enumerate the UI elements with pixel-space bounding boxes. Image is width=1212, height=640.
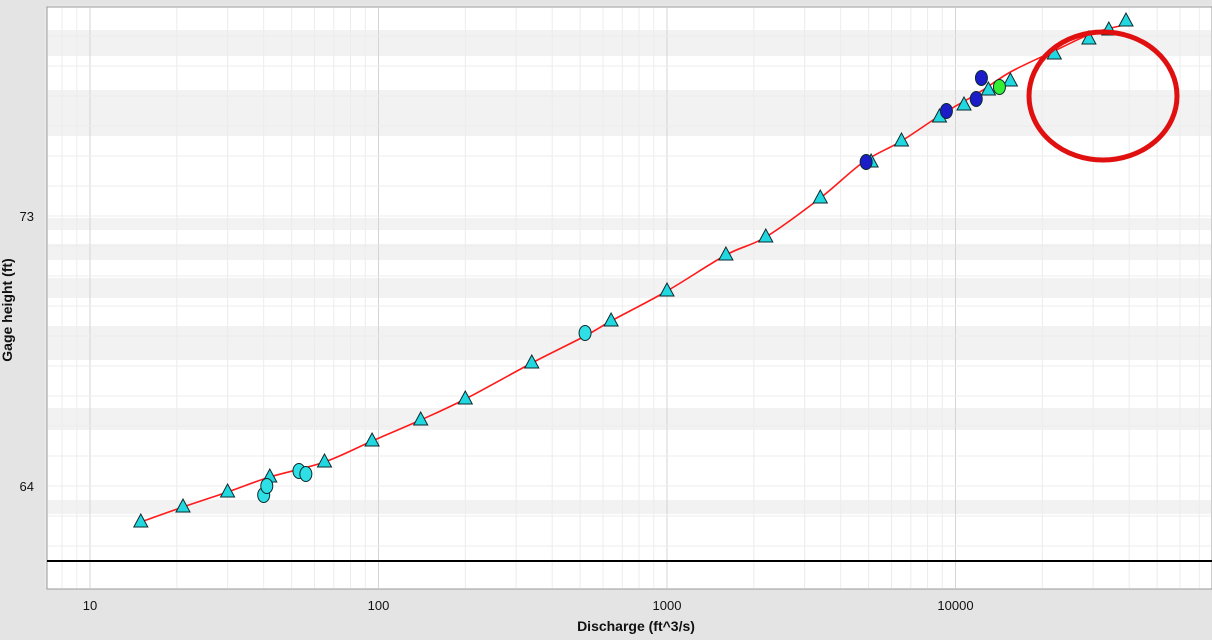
circle-cyan-point	[578, 325, 592, 341]
circle-blue-point	[974, 70, 988, 86]
triangle-point	[812, 188, 829, 204]
background-band	[48, 30, 1211, 56]
background-band	[48, 90, 1211, 136]
data-points	[132, 11, 1134, 528]
triangle-point	[316, 452, 333, 468]
x-tick-labels: 10 100 1000 10000	[83, 598, 974, 613]
circle-blue-point	[939, 103, 953, 119]
circle-blue-point	[859, 154, 873, 170]
triangle-point	[757, 227, 774, 243]
x-axis-label: Discharge (ft^3/s)	[577, 618, 695, 634]
x-tick-label: 100	[368, 598, 390, 613]
triangle-point	[364, 431, 380, 447]
highlight-ellipse	[1026, 29, 1180, 163]
y-tick-label: 64	[20, 479, 34, 494]
x-tick-label: 10000	[937, 598, 973, 613]
triangle-point	[659, 281, 675, 297]
x-tick-label: 1000	[653, 598, 682, 613]
circle-blue-point	[969, 91, 983, 107]
circle-cyan-point	[260, 478, 274, 494]
background-band	[48, 500, 1211, 514]
y-tick-labels: 73 64	[20, 209, 34, 494]
background-band	[48, 326, 1211, 360]
y-tick-label: 73	[20, 209, 34, 224]
triangle-point	[132, 512, 149, 528]
triangle-point	[718, 245, 734, 261]
triangle-point	[412, 410, 429, 426]
triangle-point	[956, 95, 972, 111]
triangle-point	[1002, 71, 1019, 87]
triangle-point	[1081, 29, 1097, 45]
triangle-point	[893, 131, 910, 147]
triangle-point	[457, 389, 474, 405]
triangle-point	[980, 80, 997, 96]
triangle-point	[523, 353, 540, 369]
triangle-point	[603, 311, 619, 327]
x-tick-label: 10	[83, 598, 97, 613]
background-band	[48, 278, 1211, 298]
background-band	[48, 218, 1211, 230]
triangle-point	[219, 482, 236, 498]
background-bands	[48, 30, 1211, 514]
grid-lines	[44, 5, 1211, 588]
circle-cyan-point	[299, 466, 313, 482]
background-band	[48, 244, 1211, 260]
circle-green-point	[992, 79, 1006, 95]
triangle-point	[175, 497, 191, 513]
triangle-point	[1118, 11, 1134, 27]
background-band	[48, 408, 1211, 430]
y-axis-label: Gage height (ft)	[0, 258, 15, 361]
